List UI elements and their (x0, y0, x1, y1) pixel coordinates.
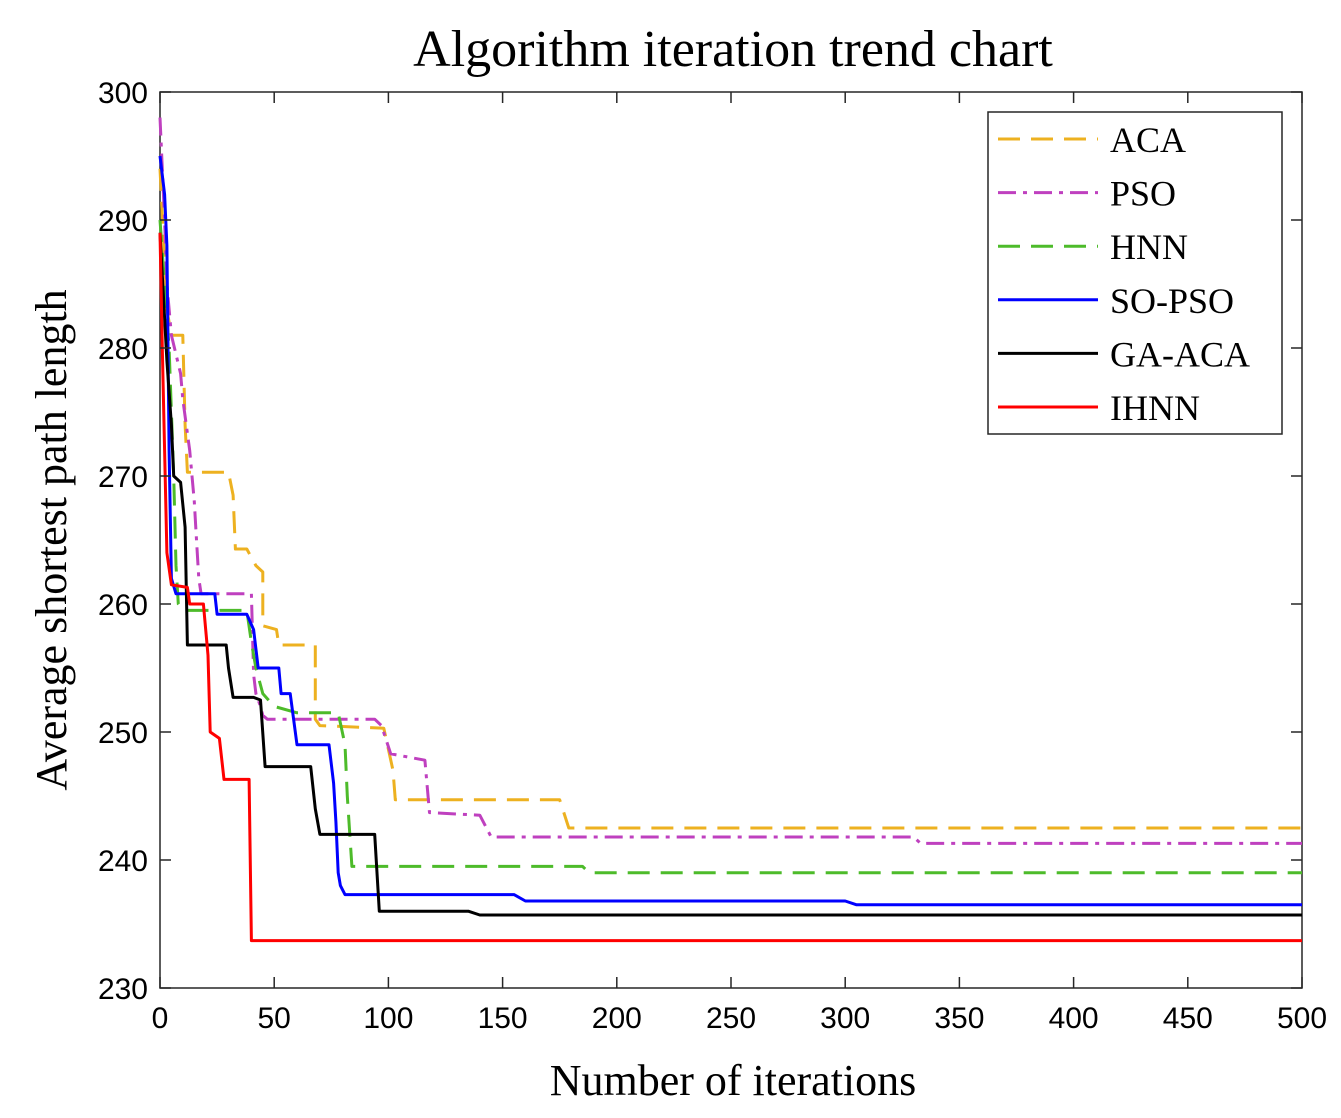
legend: ACA PSO HNN SO-PSO GA-ACA IHNN (987, 111, 1283, 435)
y-tick-label: 250 (98, 717, 148, 750)
chart-title: Algorithm iteration trend chart (413, 21, 1053, 78)
y-tick-label: 270 (98, 461, 148, 494)
x-tick-label: 450 (1163, 1002, 1213, 1035)
y-axis-label: Average shortest path length (27, 289, 76, 790)
x-axis-ticks: 0 50 100 150 200 250 300 350 400 450 500 (152, 92, 1327, 1035)
x-tick-label: 0 (152, 1002, 169, 1035)
legend-label-ihnn: IHNN (1110, 388, 1200, 428)
x-tick-label: 500 (1277, 1002, 1327, 1035)
x-tick-label: 250 (706, 1002, 756, 1035)
y-tick-label: 290 (98, 205, 148, 238)
y-axis-ticks: 230 240 250 260 270 280 290 300 (98, 77, 1302, 1006)
x-tick-label: 200 (592, 1002, 642, 1035)
series-layer (158, 117, 1302, 943)
legend-label-aca: ACA (1110, 120, 1186, 160)
legend-box (987, 111, 1283, 435)
legend-label-so-pso: SO-PSO (1110, 281, 1234, 321)
legend-label-pso: PSO (1110, 174, 1176, 214)
y-tick-label: 260 (98, 589, 148, 622)
y-tick-label: 280 (98, 333, 148, 366)
x-tick-label: 150 (478, 1002, 528, 1035)
y-tick-label: 240 (98, 845, 148, 878)
x-tick-label: 350 (934, 1002, 984, 1035)
legend-label-hnn: HNN (1110, 227, 1188, 267)
series-line-ihnn (158, 232, 1302, 943)
x-tick-label: 400 (1049, 1002, 1099, 1035)
x-tick-label: 50 (258, 1002, 291, 1035)
series-line-aca (158, 168, 1302, 830)
legend-label-ga-aca: GA-ACA (1110, 334, 1250, 374)
x-tick-label: 100 (363, 1002, 413, 1035)
series-line-hnn (158, 219, 1302, 875)
y-tick-label: 230 (98, 973, 148, 1006)
x-axis-label: Number of iterations (550, 1056, 917, 1105)
series-line-ga-aca (158, 232, 1302, 917)
series-line-pso (158, 117, 1302, 845)
y-tick-label: 300 (98, 77, 148, 110)
x-tick-label: 300 (820, 1002, 870, 1035)
